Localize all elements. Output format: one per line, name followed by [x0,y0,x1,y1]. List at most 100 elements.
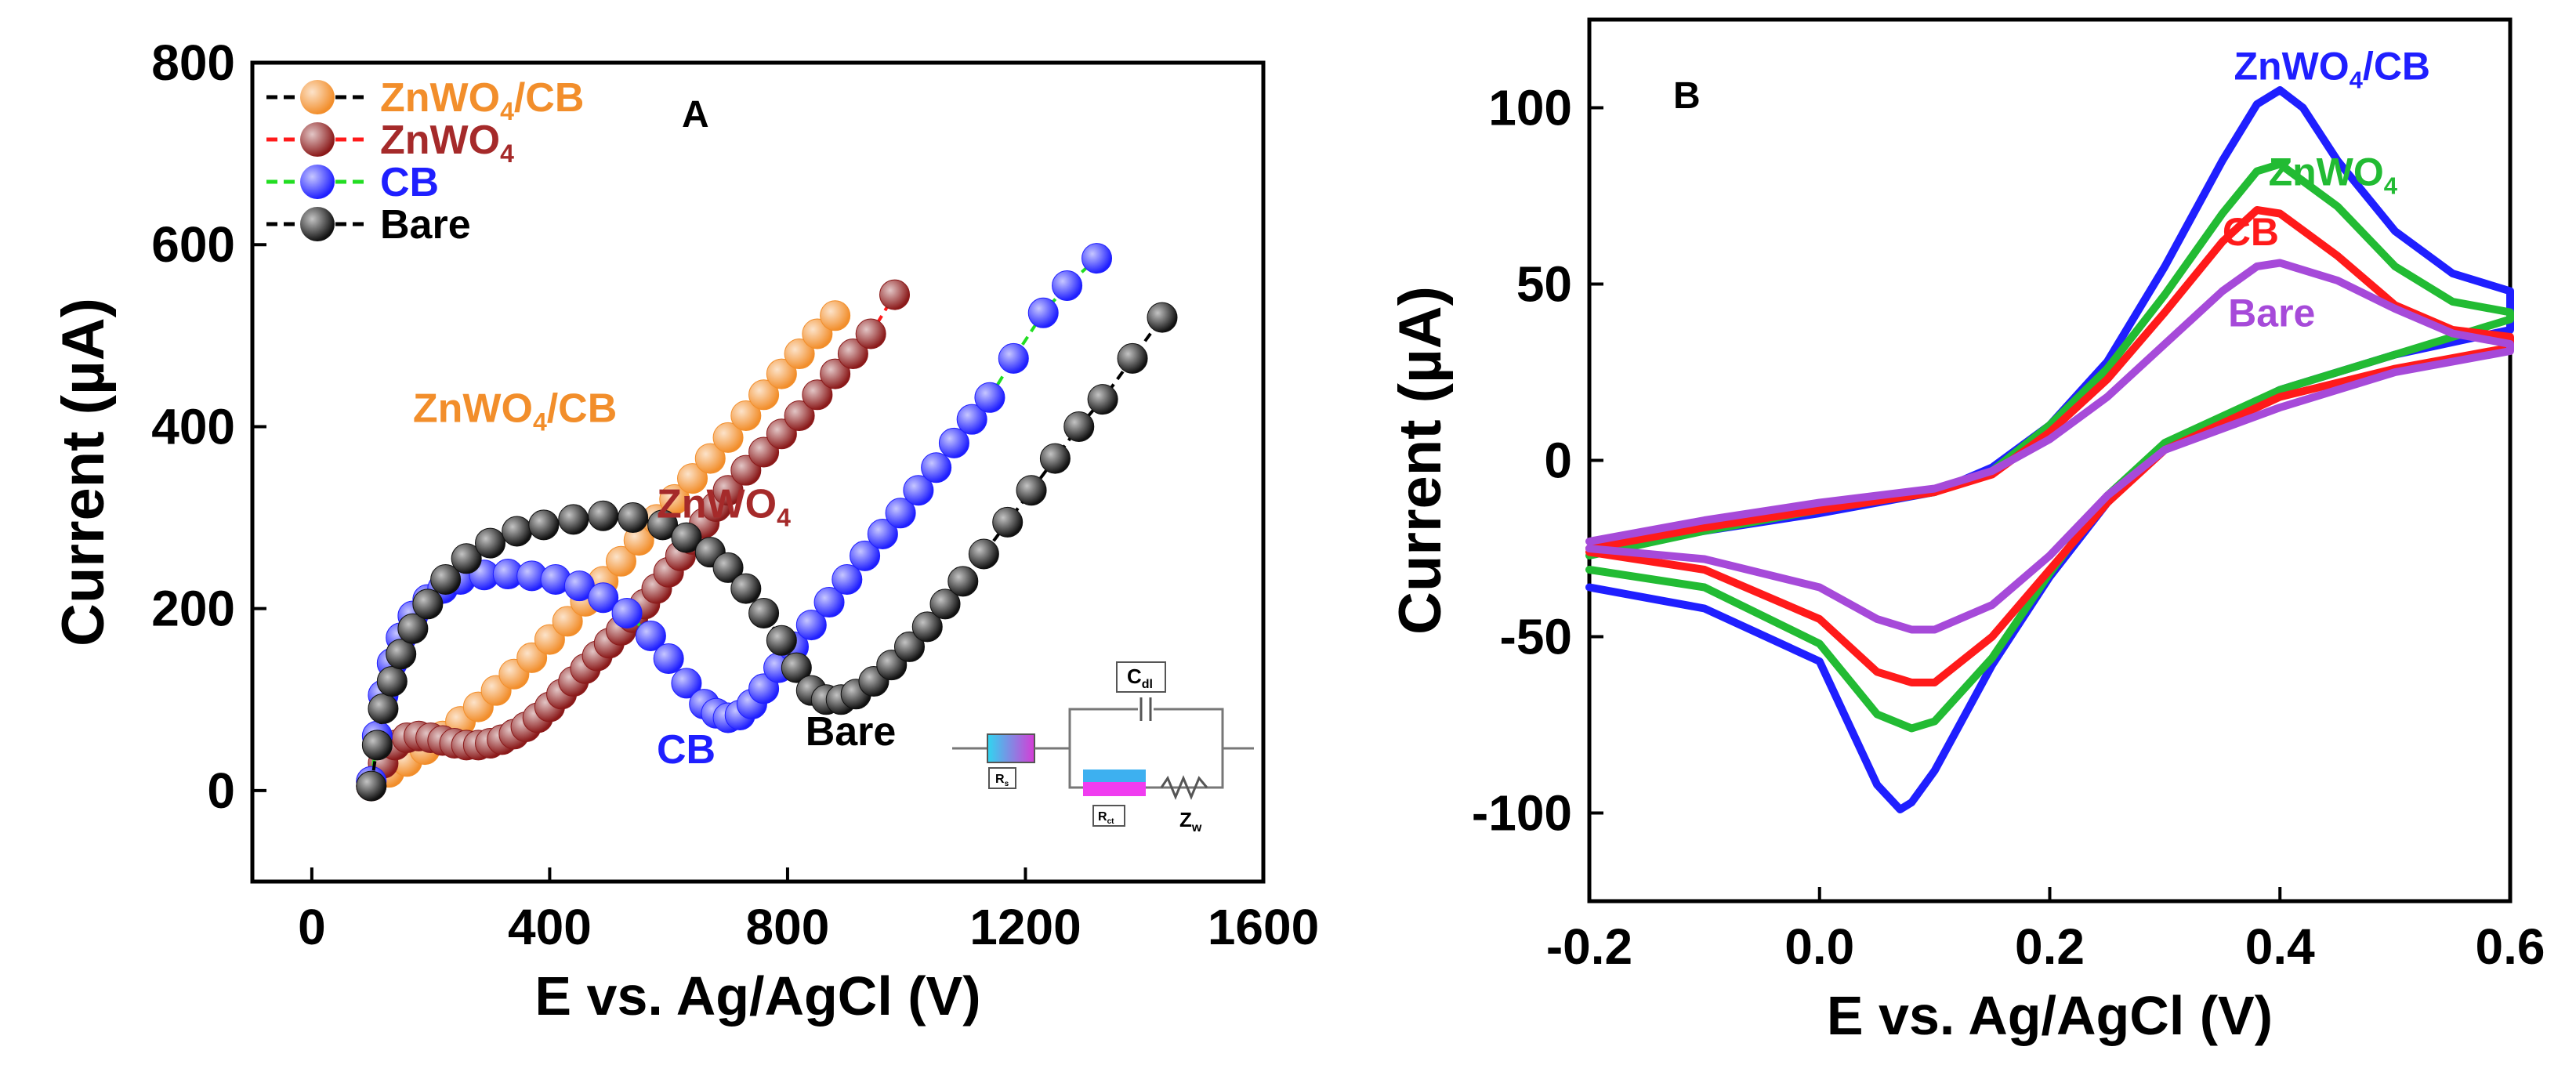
panel-a-data-point [659,483,690,515]
panel-a-data-point [605,545,636,577]
panel-a-x-tick-label: 0 [298,899,326,955]
panel-b-y-tick-label: 50 [1516,256,1572,313]
panel-a-data-point [998,342,1029,374]
panel-a-data-point [430,564,462,596]
panel-a-data-point [1063,411,1095,442]
panel-a-data-point [677,463,708,494]
panel-a-data-point [867,518,898,549]
panel-b-annotation: ZnWO4/CB [2234,45,2431,94]
panel-a-y-tick-label: 200 [151,581,235,637]
panel-a-x-tick-label: 1600 [1208,899,1319,955]
panel-a-data-point [647,509,679,541]
panel-a-data-point [903,475,934,506]
panel-a-data-point [879,279,911,310]
panel-a-annotation: ZnWO4/CB [413,386,617,436]
legend-entry-label: CB [380,160,439,205]
panel-a-data-point [376,666,408,697]
panel-a-data-point [968,538,999,570]
panel-a-data-point [1052,270,1083,301]
legend-marker [300,207,335,241]
panel-b-y-tick-label: -50 [1500,609,1573,665]
panel-a-data-point [938,427,969,458]
panel-a-data-point [502,516,533,547]
panel-a-x-tick-label: 1200 [969,899,1081,955]
circuit-inset: Cdl Rs Rct Zw [952,661,1254,835]
panel-a-data-point [1147,302,1178,333]
panel-a-data-point [397,613,429,644]
panel-a-data-point [1087,384,1118,415]
panel-a-data-point [1016,475,1047,506]
panel-a-data-point [947,566,979,597]
panel-a-data-point [748,673,780,704]
panel-b-annotation: ZnWO4 [2269,150,2398,200]
panel-b-y-tick-label: 100 [1488,80,1572,136]
panel-a-data-point [1027,297,1059,328]
panel-a-data-point [558,504,589,535]
cdl-box [1116,661,1166,693]
panel-a-data-point [1081,243,1113,274]
panel-a-data-point [929,588,961,620]
rct-box [1092,805,1125,827]
panel-a-data-point [653,643,684,675]
panel-a-annotation: CB [657,727,716,773]
panel-a-data-point [712,475,744,506]
warburg-element [1160,775,1208,800]
panel-b-y-tick-label: 0 [1544,433,1572,489]
panel-b-y-tick-label: -100 [1472,785,1572,842]
legend-entry-label: ZnWO4 [380,118,514,168]
rct-resistor-bottom [1083,782,1146,796]
panel-a-y-tick-label: 800 [151,34,235,91]
panel-a-data-point [894,631,925,662]
panel-a-data-point [528,509,560,541]
panel-a-annotation: ZnWO4 [657,482,791,532]
panel-b-cv-curve [1585,259,2514,634]
legend-marker [300,80,335,114]
panel-a-data-point [368,693,399,724]
panel-a-data-point [386,639,417,670]
panel-a-data-point [748,597,780,628]
panel-a-data-point [730,400,762,432]
panel-a-data-point [356,770,387,802]
panel-a-data-point [956,404,987,435]
panel-b: -0.2 0.0 0.2 0.4 0.6 -100 -50 0 50 100 E vs. Ag/Ag… [1387,17,2545,1046]
legend-marker [300,165,335,199]
panel-a-data-point [730,573,762,604]
panel-a-data-point [671,522,702,553]
panel-a-data-point [1117,342,1148,374]
panel-a-data-point [781,652,812,683]
legend-entry-label: Bare [380,202,471,248]
panel-b-cv-curve [1585,86,2514,813]
panel-a-data-point [795,610,827,641]
panel-a-data-point [552,606,583,637]
panel-a-data-point [748,379,780,411]
panel-a-data-point [611,597,643,628]
panel-a-data-point [412,588,444,620]
panel-a-data-point [766,625,797,656]
panel-a-label: A [682,94,709,136]
panel-b-annotation: Bare [2228,292,2315,335]
legend-marker [300,122,335,157]
legend-entry-label: ZnWO4/CB [380,75,584,125]
panel-a-data-point [784,400,815,432]
panel-a-data-point [618,502,649,534]
panel-a-data-point [671,668,702,699]
rs-label: Rs [995,773,1009,788]
panel-b-x-tick-label: 0.0 [1784,918,1854,975]
panel-a-data-point [855,318,886,349]
panel-a-data-point [588,582,619,614]
rs-box [988,767,1016,789]
rct-resistor-top [1083,770,1146,782]
panel-b-x-axis-label: E vs. Ag/AgCl (V) [1827,985,2273,1046]
panel-b-label: B [1673,75,1701,117]
panel-a-data-point [820,358,851,389]
panel-a-x-axis-label: E vs. Ag/AgCl (V) [534,965,980,1027]
panel-b-x-tick-label: -0.2 [1546,918,1632,975]
panel-a: 0 400 800 1200 1600 0 200 400 600 800 E vs. Ag/AgC… [50,34,1319,1027]
panel-b-cv-curve [1585,206,2514,686]
zw-label: Zw [1179,808,1202,835]
panel-a-y-tick-label: 400 [151,398,235,454]
panel-a-x-tick-label: 800 [746,899,830,955]
panel-a-plot-frame [250,60,1266,884]
panel-a-data-point [712,552,744,583]
